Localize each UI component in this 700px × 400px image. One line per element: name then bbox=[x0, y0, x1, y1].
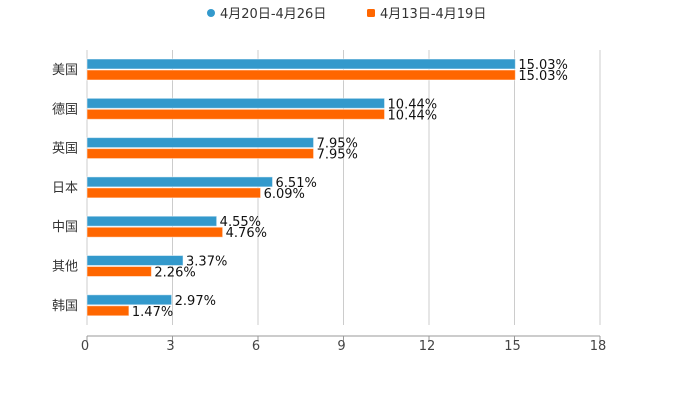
category-label: 其他 bbox=[52, 260, 78, 275]
bar-series1 bbox=[86, 97, 386, 109]
category-label: 中国 bbox=[52, 220, 78, 235]
bar-series2 bbox=[86, 108, 386, 120]
category-label: 美国 bbox=[52, 63, 78, 78]
data-label: 15.03% bbox=[518, 69, 568, 84]
category-label: 韩国 bbox=[52, 299, 78, 314]
data-label: 3.37% bbox=[186, 255, 227, 270]
bar-series2 bbox=[86, 305, 130, 317]
data-label: 1.47% bbox=[132, 305, 173, 320]
data-label: 15.03% bbox=[518, 58, 568, 73]
data-label: 10.44% bbox=[388, 97, 438, 112]
bar-series2 bbox=[86, 187, 262, 199]
category-label: 英国 bbox=[52, 142, 78, 157]
data-label: 10.44% bbox=[388, 108, 438, 123]
bar-series1 bbox=[86, 137, 315, 149]
bar-series2 bbox=[86, 226, 224, 238]
data-label: 7.95% bbox=[317, 137, 358, 152]
x-tick-label: 6 bbox=[252, 339, 260, 354]
bar-series2 bbox=[86, 69, 516, 81]
x-tick-label: 0 bbox=[81, 339, 89, 354]
data-label: 7.95% bbox=[317, 148, 358, 163]
legend-label: 4月13日-4月19日 bbox=[380, 7, 486, 22]
x-tick-label: 3 bbox=[166, 339, 174, 354]
x-tick-label: 12 bbox=[419, 339, 436, 354]
data-label: 6.09% bbox=[264, 187, 305, 202]
category-label: 德国 bbox=[52, 102, 78, 117]
x-tick-label: 9 bbox=[337, 339, 345, 354]
x-tick-label: 18 bbox=[590, 339, 607, 354]
bar-series2 bbox=[86, 148, 315, 160]
category-label: 日本 bbox=[52, 181, 78, 196]
legend-label: 4月20日-4月26日 bbox=[220, 7, 326, 22]
legend-marker-circle bbox=[207, 9, 215, 17]
bar-series1 bbox=[86, 255, 184, 266]
data-label: 4.76% bbox=[226, 226, 267, 241]
bar-series1 bbox=[86, 294, 173, 306]
data-label: 4.55% bbox=[220, 215, 261, 230]
x-tick-label: 15 bbox=[504, 339, 521, 354]
data-label: 6.51% bbox=[276, 176, 317, 191]
bar-series1 bbox=[86, 215, 218, 227]
bar-series1 bbox=[86, 58, 516, 70]
bar-series2 bbox=[86, 266, 152, 277]
data-label: 2.26% bbox=[154, 266, 195, 281]
legend-marker-square bbox=[367, 9, 375, 17]
bar-series1 bbox=[86, 176, 274, 188]
data-label: 2.97% bbox=[175, 294, 216, 309]
